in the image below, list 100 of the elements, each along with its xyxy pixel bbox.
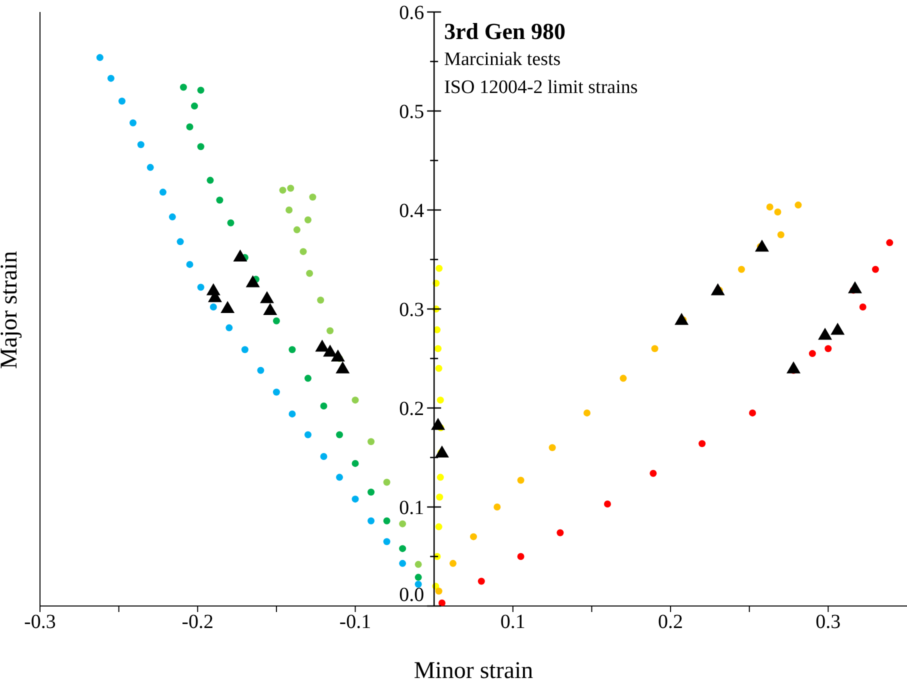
y-tick-label: 0.2 [399, 398, 424, 420]
point [227, 219, 234, 226]
point [272, 388, 280, 396]
point [96, 54, 104, 62]
point [818, 328, 832, 340]
point [197, 86, 204, 94]
point [399, 545, 406, 552]
point [216, 196, 224, 204]
point [233, 250, 248, 262]
point [434, 345, 442, 352]
point [137, 141, 144, 148]
point [287, 184, 294, 192]
point [159, 188, 166, 196]
point [494, 504, 501, 510]
point [352, 496, 359, 503]
point [368, 438, 375, 446]
point [470, 533, 477, 540]
point [872, 266, 879, 273]
point [435, 588, 442, 595]
point [306, 270, 314, 277]
point [399, 560, 406, 567]
point [749, 409, 756, 416]
point [650, 470, 657, 477]
point [197, 284, 204, 291]
point [383, 538, 390, 546]
chart-title: 3rd Gen 980 [444, 18, 566, 46]
x-tick-label: 0.1 [500, 611, 526, 634]
point [436, 264, 443, 272]
point [478, 578, 485, 585]
point [766, 204, 774, 211]
point [434, 326, 441, 334]
y-tick-label: 0.4 [399, 200, 424, 222]
point [436, 474, 444, 481]
point [786, 361, 800, 374]
y-tick-label: 0.5 [399, 101, 424, 123]
point [859, 304, 866, 311]
point [320, 402, 328, 410]
point [368, 488, 375, 496]
point [288, 346, 296, 354]
point [414, 580, 422, 588]
point [304, 374, 312, 382]
annotation: Marciniak tests [444, 48, 562, 72]
y-axis-title: Major strain [0, 251, 23, 369]
point [260, 291, 274, 304]
point [830, 322, 845, 335]
x-tick-label: -0.1 [339, 611, 372, 634]
point [288, 410, 296, 418]
point [774, 208, 782, 216]
point [293, 226, 300, 234]
point [146, 164, 154, 171]
point [257, 366, 264, 374]
point [848, 281, 862, 294]
point [548, 444, 556, 452]
point [620, 374, 627, 382]
point [241, 346, 248, 354]
point [210, 304, 217, 311]
point [436, 396, 444, 404]
point [300, 248, 307, 256]
point [304, 216, 312, 224]
point [304, 431, 312, 438]
point [309, 194, 316, 201]
point [352, 460, 359, 467]
point [438, 600, 446, 606]
point [450, 560, 457, 567]
point [794, 202, 802, 209]
point [431, 418, 446, 430]
point [436, 494, 444, 501]
y-tick-label: 0.3 [399, 299, 424, 321]
point [584, 409, 590, 416]
point [434, 446, 449, 458]
point [368, 517, 375, 524]
point [435, 523, 442, 530]
y-tick-label: 0.0 [399, 584, 424, 606]
point [206, 176, 214, 184]
point [118, 98, 126, 105]
point [272, 317, 280, 324]
point [754, 240, 769, 252]
point [414, 560, 422, 568]
point [330, 350, 345, 362]
x-tick-label: -0.3 [24, 611, 56, 634]
point [186, 260, 194, 268]
x-axis-title: Minor strain [414, 658, 534, 684]
point [674, 312, 689, 325]
point [220, 301, 235, 314]
point [168, 213, 176, 220]
point [517, 476, 524, 484]
point [226, 324, 233, 332]
annotation: ISO 12004-2 limit strains [444, 76, 638, 100]
point [414, 574, 422, 581]
point [246, 275, 260, 288]
point [180, 84, 187, 91]
point [315, 340, 330, 352]
point [651, 345, 658, 352]
point [286, 206, 293, 214]
point [808, 350, 816, 358]
point [323, 344, 338, 357]
point [604, 500, 611, 508]
point [130, 119, 137, 126]
point [738, 266, 745, 273]
point [824, 345, 832, 352]
